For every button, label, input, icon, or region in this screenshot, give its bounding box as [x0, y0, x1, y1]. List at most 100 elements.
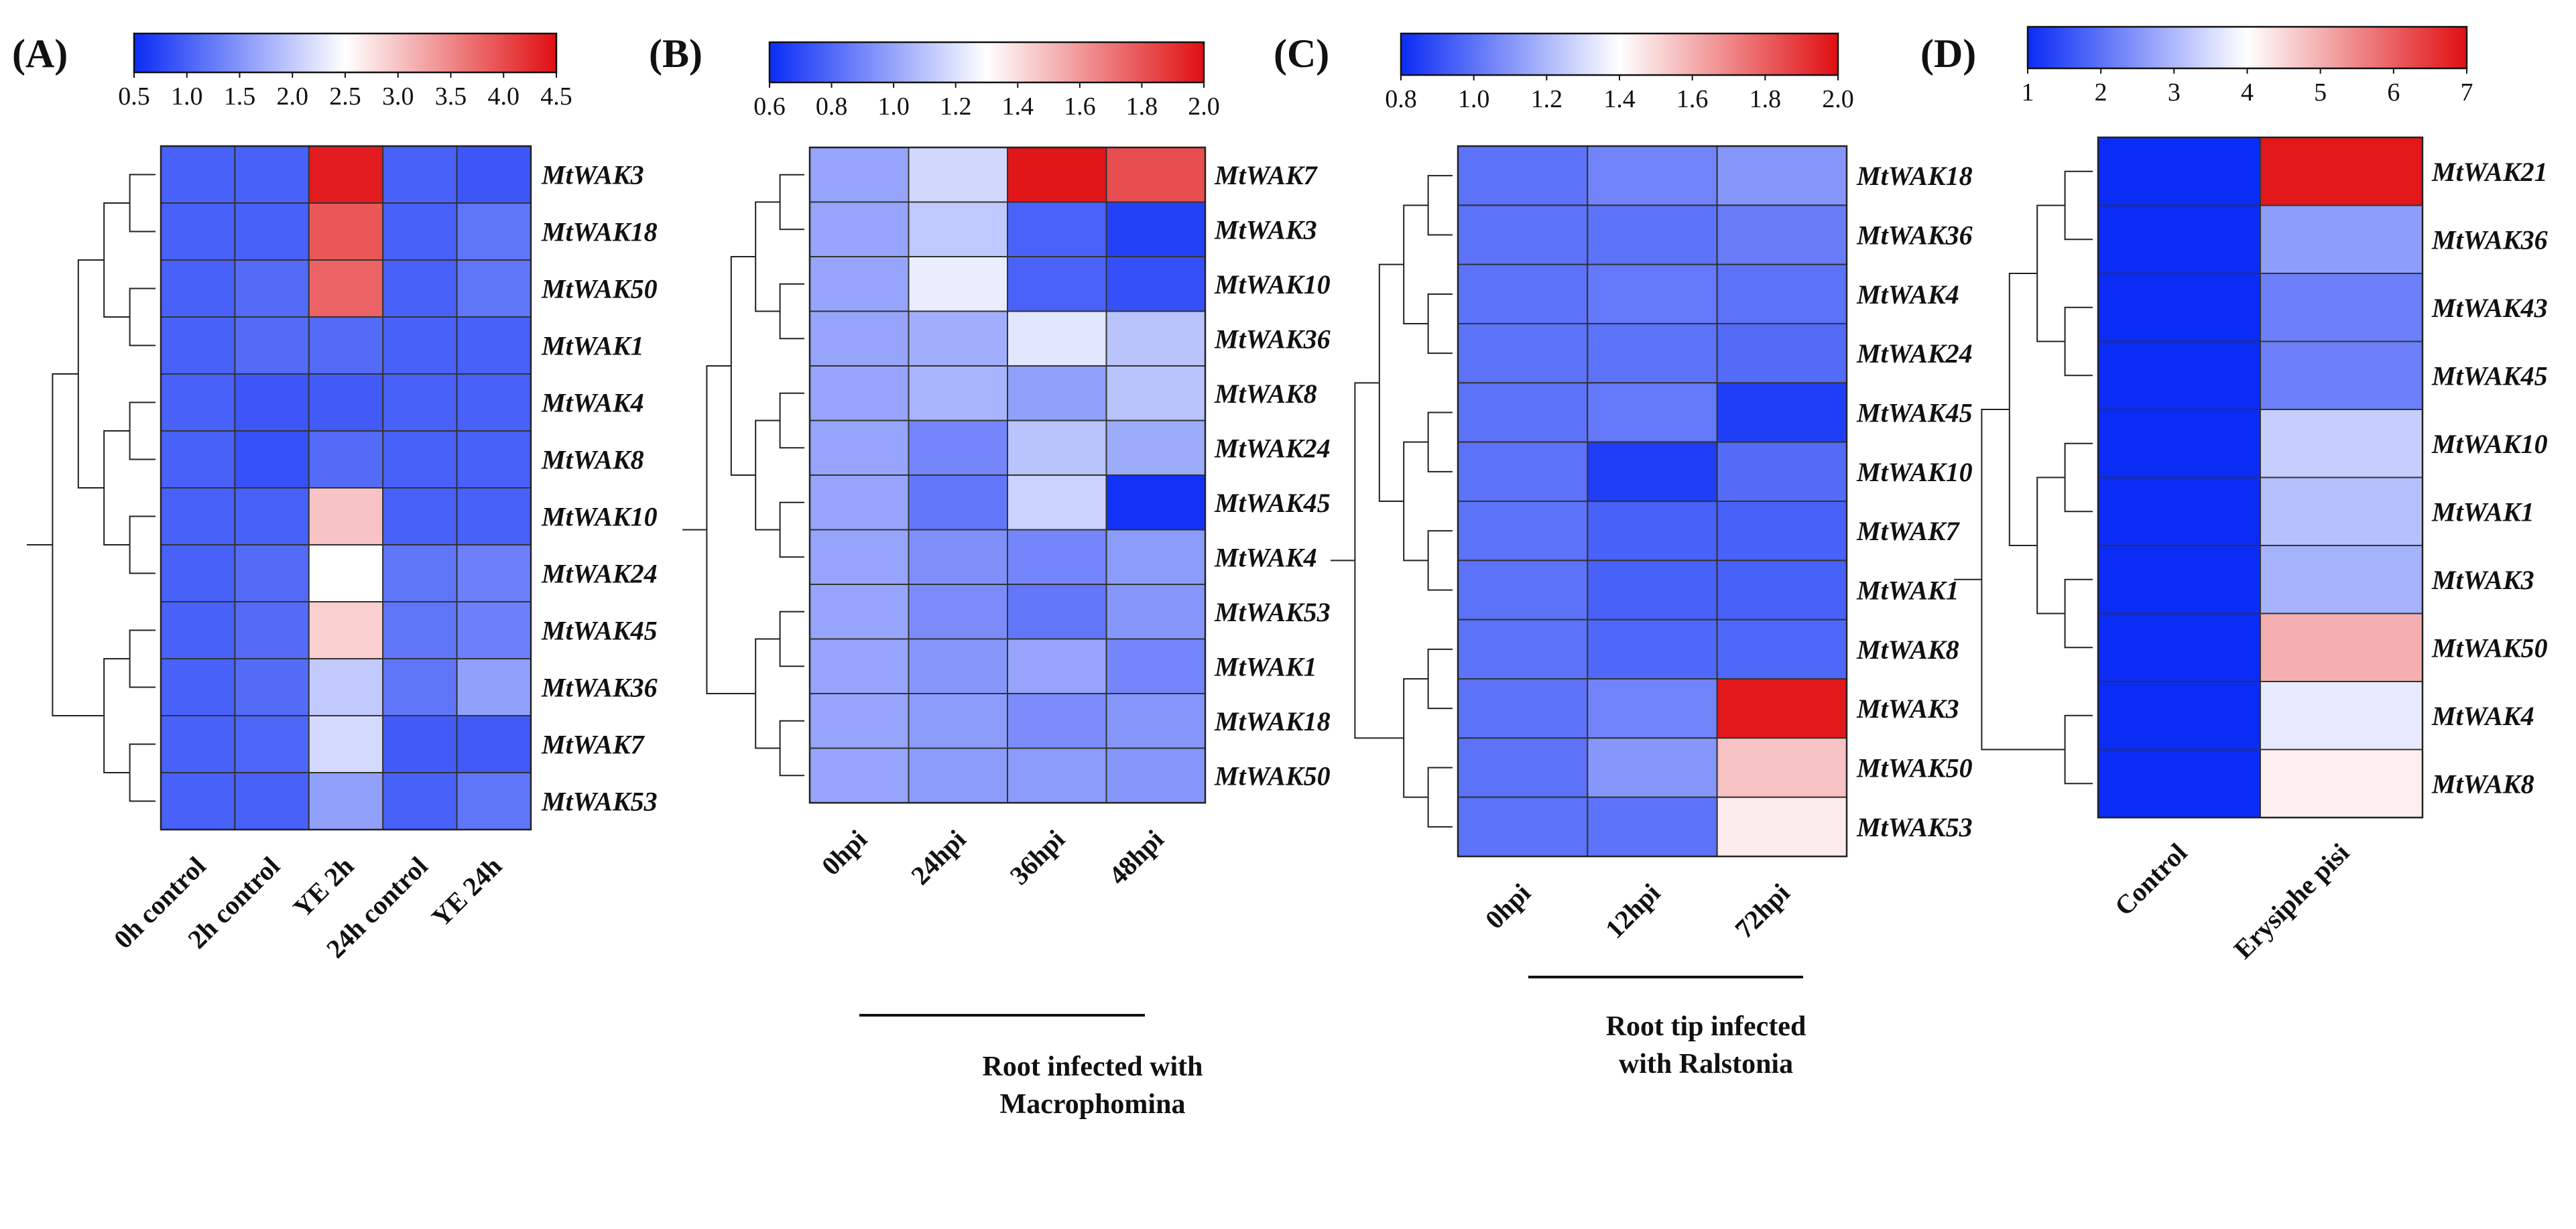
column-label: 0hpi	[1479, 878, 1536, 935]
dendrogram-branch	[779, 283, 804, 340]
heatmap-cell	[1587, 619, 1718, 680]
heatmap-cell	[1457, 323, 1589, 384]
dendrogram-branch	[1981, 409, 2065, 751]
colorbar-tick-label: 1.2	[940, 92, 972, 121]
heatmap-cell	[1587, 678, 1718, 739]
heatmap-cell	[1716, 204, 1848, 265]
heatmap-cell	[809, 584, 910, 640]
colorbar-tick-label: 2	[2095, 78, 2107, 107]
heatmap-cell	[160, 316, 236, 375]
panel-label: (C)	[1274, 31, 1329, 76]
heatmap-border	[2097, 136, 2424, 819]
heatmap-cell	[2260, 273, 2423, 342]
heatmap-cell	[1587, 382, 1718, 443]
heatmap-cell	[382, 430, 458, 489]
heatmap-cell	[1716, 382, 1848, 443]
gene-label: MtWAK7	[1856, 516, 1961, 546]
gene-label: MtWAK21	[2431, 157, 2548, 187]
heatmap-cell	[1457, 145, 1589, 206]
heatmap-cell	[160, 601, 236, 659]
heatmap-cell	[1007, 474, 1107, 531]
heatmap-cell	[908, 256, 1008, 312]
colorbar-tick-label: 1.6	[1676, 85, 1709, 113]
heatmap-cell	[1716, 737, 1848, 798]
heatmap-cell	[809, 474, 910, 531]
heatmap-cell	[456, 658, 532, 716]
gene-label: MtWAK3	[1856, 694, 1959, 724]
gene-label: MtWAK4	[2431, 701, 2534, 731]
heatmap-cell	[908, 201, 1008, 257]
heatmap-cell	[308, 430, 384, 489]
gene-label: MtWAK8	[1856, 635, 1959, 665]
gene-label: MtWAK24	[541, 559, 658, 589]
heatmap-cell	[308, 316, 384, 375]
colorbar-tick-label: 0.8	[816, 92, 848, 121]
colorbar-tick-label: 1.4	[1603, 85, 1636, 113]
colorbar-tick-label: 7	[2461, 78, 2473, 107]
heatmap-cell	[1105, 310, 1206, 367]
heatmap-cell	[1105, 638, 1206, 694]
heatmap-cell	[160, 544, 236, 602]
heatmap-panel-4: (D) 1 2 3 4 5 6 7 MtWAK21 MtWAK36 MtWAK43 MtWAK45 Mt…	[1920, 25, 2548, 964]
heatmap-cell	[908, 529, 1008, 585]
dendrogram-branch	[1427, 648, 1453, 710]
heatmap-cell	[809, 638, 910, 694]
heatmap-cell	[308, 487, 384, 545]
heatmap-cell	[456, 544, 532, 602]
heatmap-cell	[2097, 204, 2261, 274]
gene-label: MtWAK50	[1856, 753, 1973, 783]
column-label: 36hpi	[1004, 824, 1070, 891]
heatmap-cell	[456, 145, 532, 204]
heatmap-cell	[308, 145, 384, 204]
heatmap-panel-2: (B) 0.6 0.8 1.0 1.2 1.4 1.6 1.8 2.0 MtWAK7 MtWAK3 M…	[649, 31, 1331, 1120]
heatmap-cell	[234, 316, 310, 375]
colorbar-tick-label: 0.8	[1385, 85, 1417, 113]
dendrogram-branch	[1427, 175, 1453, 236]
heatmap-cell	[308, 658, 384, 716]
heatmap-cell	[2097, 612, 2261, 682]
heatmap-cell	[908, 474, 1008, 531]
heatmap-cell	[308, 202, 384, 261]
heatmap-border	[160, 145, 532, 831]
heatmap-cell	[1105, 529, 1206, 585]
dendrogram-branch	[755, 419, 780, 531]
heatmap-cell	[2097, 545, 2261, 614]
dendrogram-branch	[129, 743, 156, 802]
colorbar-tick-label: 4.0	[488, 82, 520, 111]
gene-label: MtWAK45	[541, 616, 658, 646]
colorbar-tick-label: 1.5	[224, 82, 256, 111]
heatmap-cell	[160, 373, 236, 432]
heatmap-cell	[809, 419, 910, 476]
gene-label: MtWAK10	[1856, 457, 1973, 487]
heatmap-cell	[234, 430, 310, 489]
panel-label: (D)	[1920, 31, 1976, 76]
dendrogram-branch	[129, 287, 156, 346]
heatmap-cell	[2260, 340, 2423, 410]
dendrogram-branch	[1378, 263, 1404, 502]
dendrogram-branch	[129, 401, 156, 460]
heatmap-cell	[456, 316, 532, 375]
heatmap-cell	[2097, 749, 2261, 818]
dendrogram-branch	[2064, 306, 2093, 377]
heatmap-cell	[809, 365, 910, 422]
colorbar-tick-label: 5	[2314, 78, 2327, 107]
heatmap-cell	[456, 601, 532, 659]
heatmap-cell	[382, 202, 458, 261]
gene-label: MtWAK1	[541, 331, 644, 361]
colorbar	[133, 32, 558, 74]
heatmap-cell	[2097, 409, 2261, 478]
heatmap-cell	[1007, 584, 1107, 640]
colorbar-tick-label: 3.0	[382, 82, 414, 111]
dendrogram-branch	[730, 256, 756, 476]
heatmap-cell	[160, 430, 236, 489]
heatmap-cell	[160, 658, 236, 716]
heatmap-cell	[308, 715, 384, 773]
heatmap-cell	[1457, 619, 1589, 680]
dendrogram-branch	[1427, 293, 1453, 354]
heatmap-cell	[1587, 796, 1718, 857]
gene-label: MtWAK4	[1214, 542, 1317, 572]
heatmap-cell	[809, 529, 910, 585]
colorbar-tick-label: 3	[2168, 78, 2181, 107]
group-label: Root infected with	[983, 1051, 1203, 1082]
